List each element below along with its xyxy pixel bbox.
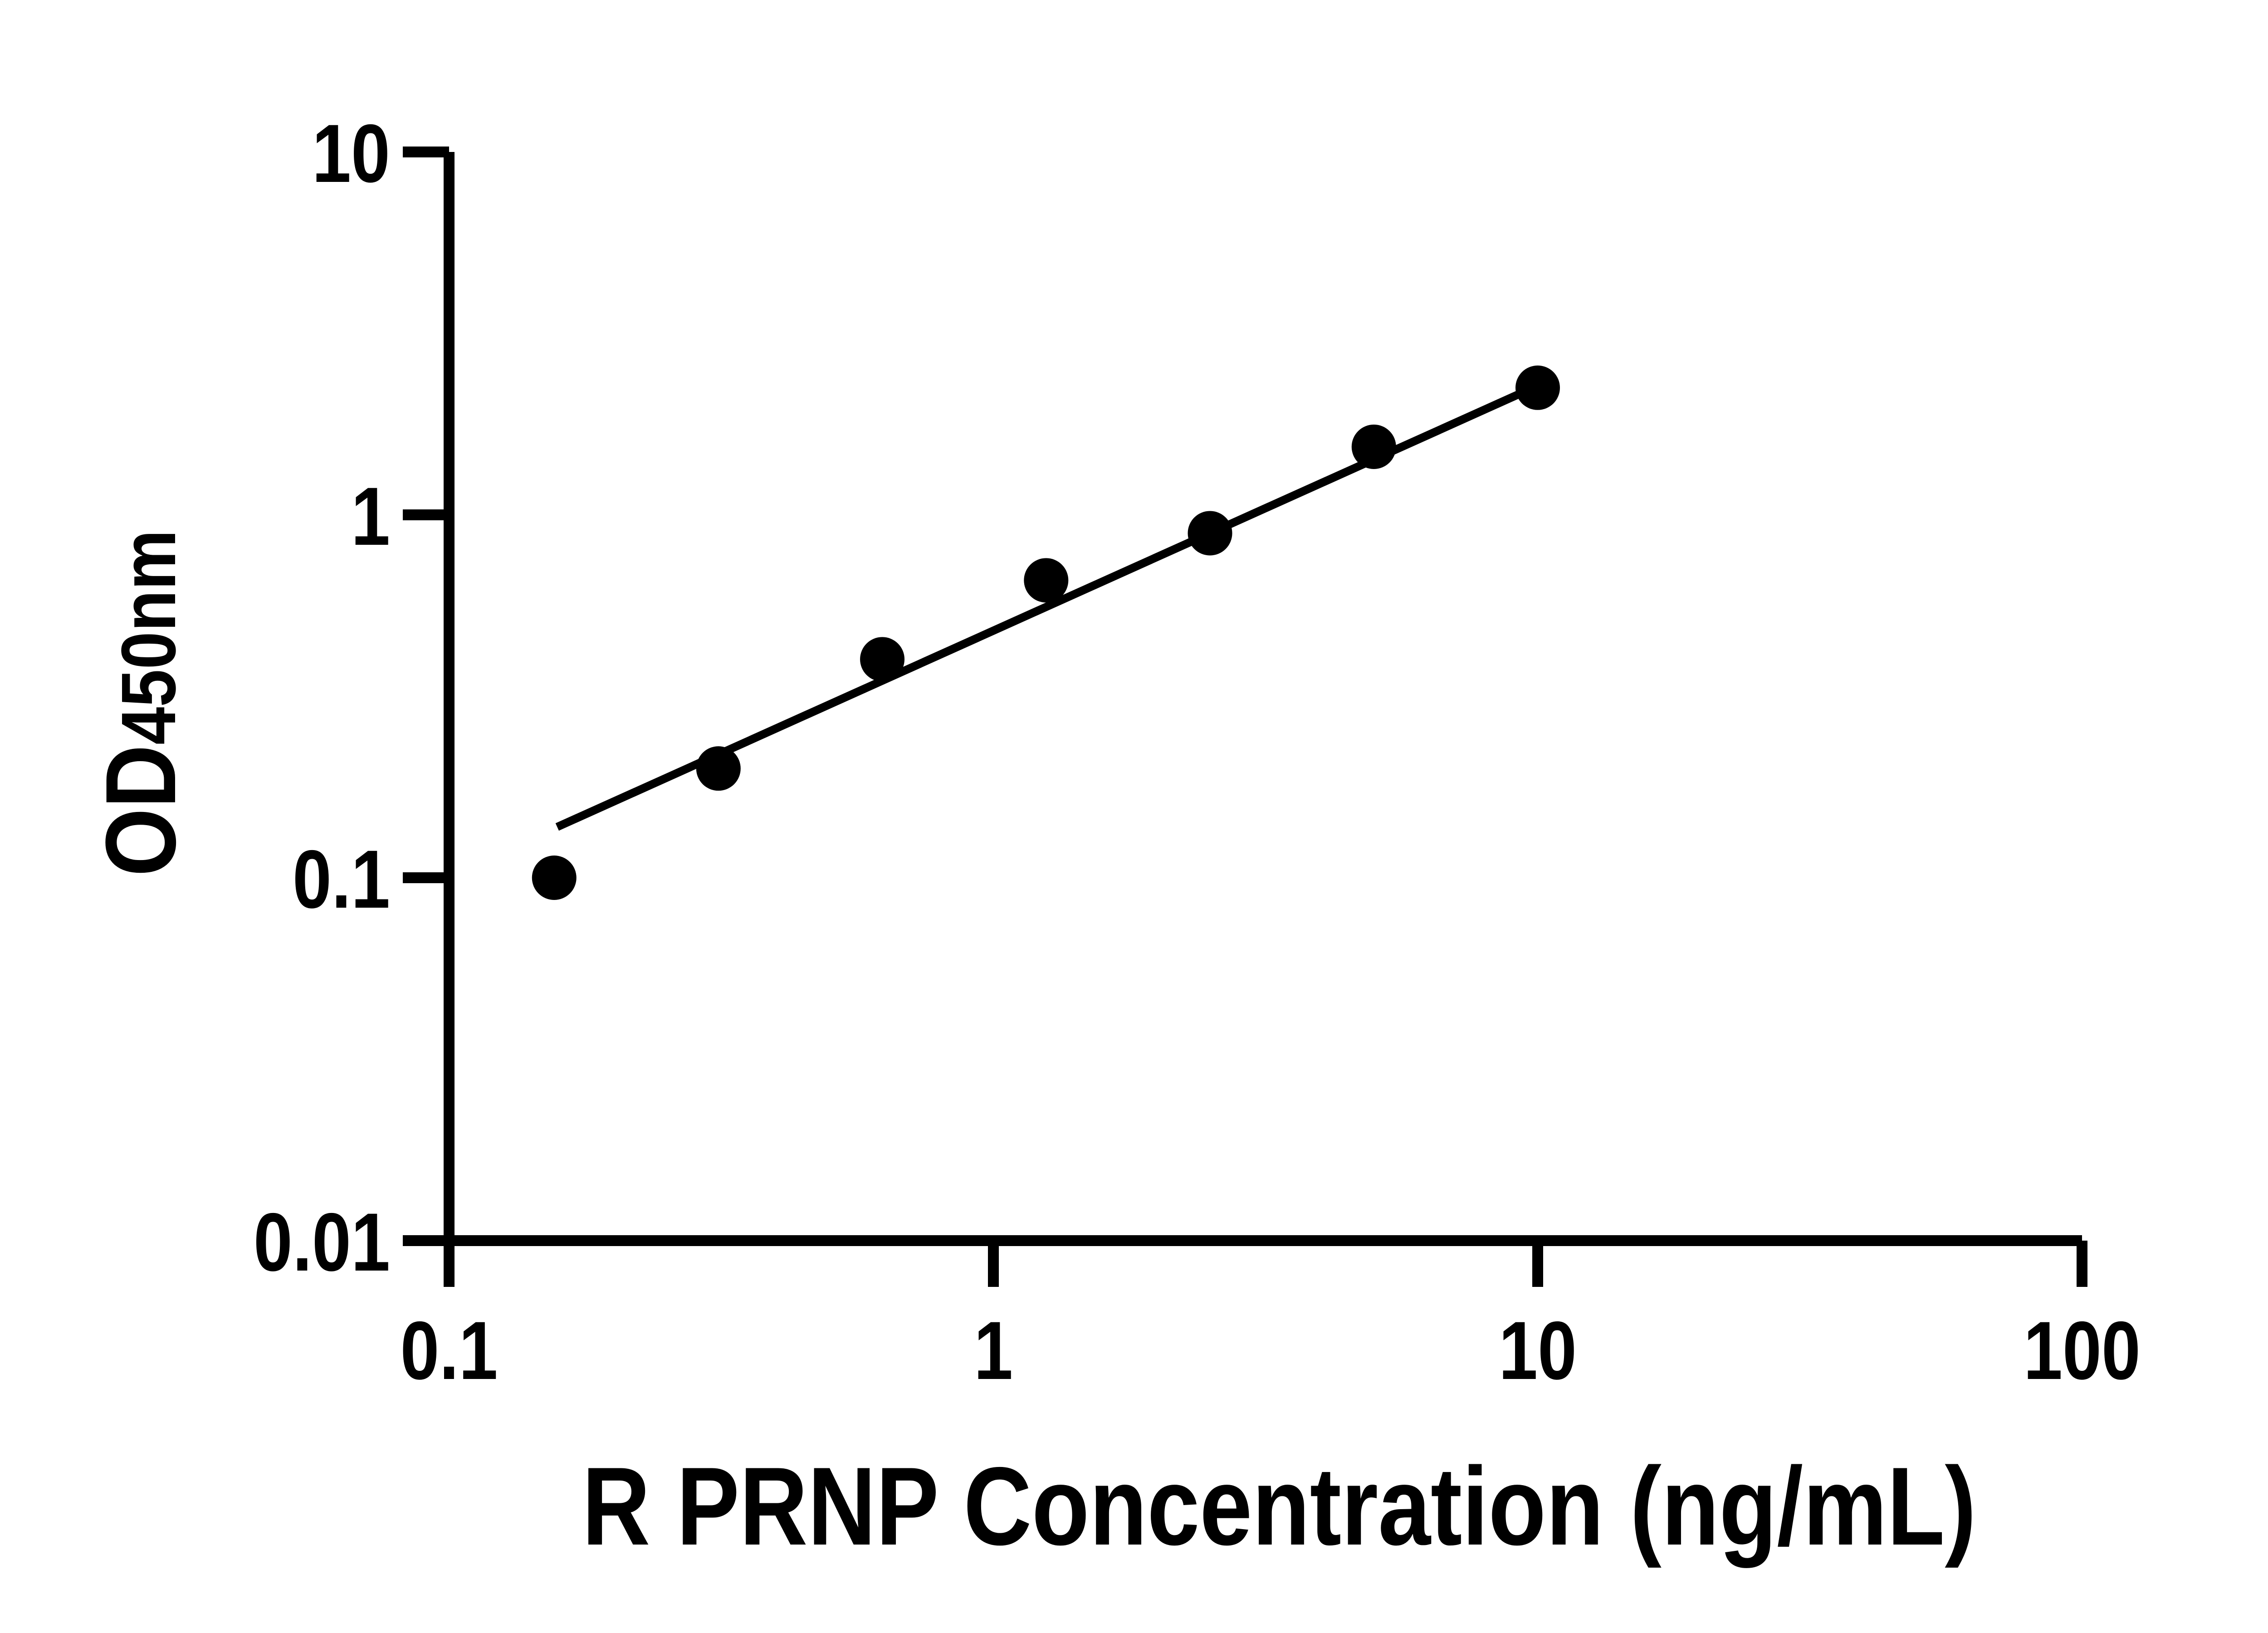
x-tick-label: 100 xyxy=(2024,1304,2141,1397)
data-point xyxy=(696,746,741,791)
data-point xyxy=(1024,558,1069,603)
data-point xyxy=(1351,424,1396,469)
x-tick-label: 1 xyxy=(974,1304,1013,1397)
data-point xyxy=(1515,365,1560,410)
y-axis-title-sub: 450nm xyxy=(106,529,192,745)
data-point xyxy=(532,856,577,900)
y-tick-label: 0.01 xyxy=(254,1196,390,1288)
y-tick-label: 0.1 xyxy=(293,833,390,925)
x-tick-label: 10 xyxy=(1499,1304,1577,1397)
y-tick-label: 10 xyxy=(312,107,390,200)
data-point xyxy=(1188,511,1232,556)
x-axis-title: R PRNP Concentration (ng/mL) xyxy=(582,1444,1976,1568)
y-tick-label: 1 xyxy=(351,470,390,562)
y-axis-title: OD450nm xyxy=(85,529,196,876)
y-axis-title-main: OD xyxy=(85,744,196,877)
x-tick-label: 0.1 xyxy=(400,1304,498,1397)
data-point xyxy=(860,637,905,682)
